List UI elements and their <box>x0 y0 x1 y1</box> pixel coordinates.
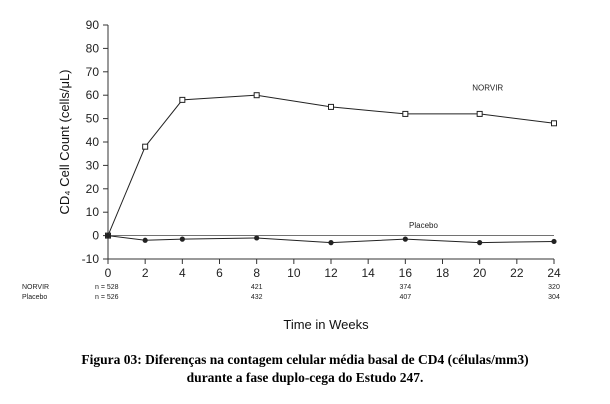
n-table-cell: 407 <box>399 294 411 301</box>
x-tick-label: 18 <box>436 266 450 280</box>
x-tick-label: 10 <box>287 266 301 280</box>
n-table-cell: 432 <box>251 294 263 301</box>
n-table-cell: 320 <box>548 284 560 291</box>
x-tick-label: 8 <box>253 266 260 280</box>
data-point-placebo <box>328 240 334 246</box>
x-tick-label: 20 <box>473 266 487 280</box>
y-tick-label: 80 <box>86 41 100 55</box>
data-point-placebo <box>179 236 185 242</box>
data-point-placebo <box>105 233 111 239</box>
data-point-norvir <box>179 96 186 103</box>
x-tick-label: 16 <box>399 266 413 280</box>
figure-caption-line-1: Figura 03: Diferenças na contagem celula… <box>81 352 529 367</box>
n-table-cell: 374 <box>399 284 411 291</box>
y-axis-title: CD₄ Cell Count (cells/μL) <box>57 70 72 215</box>
data-point-placebo <box>551 238 557 245</box>
x-tick-label: 2 <box>142 266 149 280</box>
x-tick-label: 14 <box>361 266 375 280</box>
x-tick-label: 6 <box>216 266 223 280</box>
data-point-norvir <box>476 110 483 117</box>
data-point-norvir <box>551 120 557 127</box>
y-tick-label: -10 <box>82 252 100 266</box>
data-point-norvir <box>253 92 260 99</box>
y-tick-label: 70 <box>86 65 100 79</box>
x-tick-label: 4 <box>179 266 186 280</box>
y-tick-label: 0 <box>92 229 99 243</box>
series-label-placebo: Placebo <box>409 221 438 230</box>
x-axis-title: Time in Weeks <box>283 317 369 332</box>
data-point-norvir <box>142 143 149 150</box>
x-tick-label: 0 <box>105 266 112 280</box>
n-table-cell: 421 <box>251 284 263 291</box>
data-point-norvir <box>402 110 409 117</box>
n-table-cell: 304 <box>548 294 560 301</box>
y-tick-label: 50 <box>86 112 100 126</box>
data-point-placebo <box>402 236 408 242</box>
y-tick-label: 20 <box>86 182 100 196</box>
y-tick-label: 60 <box>86 88 100 102</box>
series-line-placebo <box>107 235 555 244</box>
n-table-cell: n = 526 <box>95 294 119 301</box>
figure-caption-line-2: durante a fase duplo-cega do Estudo 247. <box>186 370 424 385</box>
y-tick-label: 90 <box>86 18 100 32</box>
x-tick-label: 12 <box>324 266 338 280</box>
y-tick-label: 40 <box>86 135 100 149</box>
series-line-norvir <box>107 94 555 236</box>
x-tick-label: 24 <box>547 266 561 280</box>
n-table-cell: n = 528 <box>95 284 119 291</box>
n-table-row-label: NORVIR <box>22 284 49 291</box>
data-point-placebo <box>142 237 148 243</box>
y-tick-label: 10 <box>86 205 100 219</box>
y-tick-label: 30 <box>86 158 100 172</box>
data-point-norvir <box>328 103 334 110</box>
x-tick-label: 22 <box>510 266 524 280</box>
data-point-placebo <box>477 240 483 246</box>
data-point-placebo <box>254 235 260 241</box>
n-table-row-label: Placebo <box>22 294 47 301</box>
series-label-norvir: NORVIR <box>472 84 503 93</box>
